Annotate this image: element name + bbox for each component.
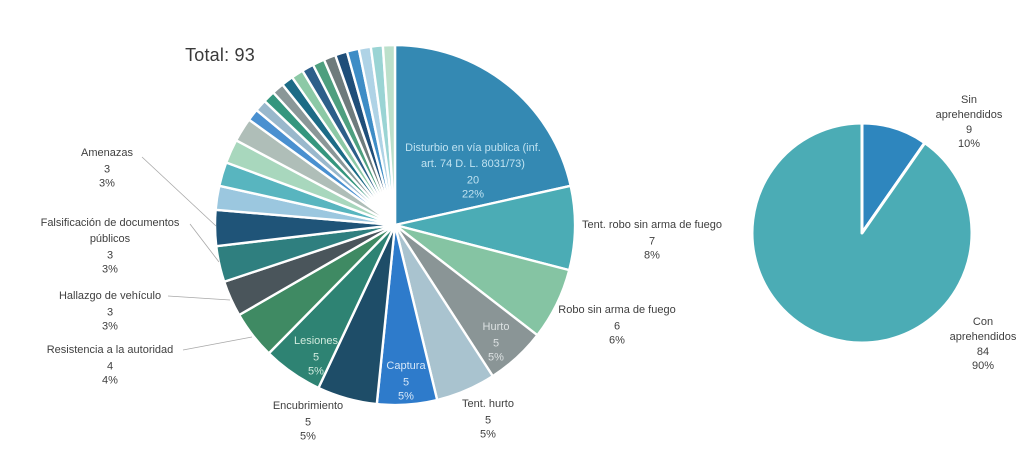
- slice-label-line: Robo sin arma de fuego: [558, 304, 675, 316]
- slice-label-amenazas: Amenazas 3 3%: [81, 147, 133, 190]
- slice-label-line: 6%: [609, 334, 625, 346]
- slice-label-line: 84: [977, 346, 989, 358]
- slice-label-line: 8%: [644, 249, 660, 261]
- slice-label-line: Disturbio en vía publica (inf.: [405, 142, 541, 154]
- slice-label-line: 4: [107, 360, 113, 372]
- slice-label-line: 5: [403, 376, 409, 388]
- slice-label-line: 5: [485, 414, 491, 426]
- slice-label-line: Hurto: [483, 321, 510, 333]
- slice-label-line: 4%: [102, 374, 118, 386]
- slice-label-line: Resistencia a la autoridad: [47, 344, 174, 356]
- slice-label-line: Falsificación de documentos: [41, 217, 180, 229]
- slice-label-line: 5: [305, 416, 311, 428]
- slice-label-resistencia-a-la-autoridad: Resistencia a la autoridad 4 4%: [47, 344, 174, 387]
- slice-label-line: Lesiones: [294, 335, 339, 347]
- slice-label-line: Tent. robo sin arma de fuego: [582, 219, 722, 231]
- slice-label-line: Con: [973, 316, 993, 328]
- slice-label-line: 5%: [300, 430, 316, 442]
- slice-label-line: Amenazas: [81, 147, 133, 159]
- slice-label-line: 5%: [480, 428, 496, 440]
- slice-label-line: públicos: [90, 233, 131, 245]
- slice-label-line: 5: [493, 337, 499, 349]
- slice-label-robo-sin-arma-de-fuego: Robo sin arma de fuego 6 6%: [558, 304, 675, 347]
- slice-label-sin-aprehendidos: Sin aprehendidos 9 10%: [936, 94, 1003, 150]
- slice-label-line: 10%: [958, 138, 980, 150]
- slice-label-line: 5%: [488, 351, 504, 363]
- slice-label-hurto: Hurto 5 5%: [483, 321, 510, 364]
- slice-label-line: 20: [467, 174, 479, 186]
- slice-label-line: aprehendidos: [950, 331, 1017, 343]
- slice-label-line: 5: [313, 351, 319, 363]
- slice-label-line: art. 74 D. L. 8031/73): [421, 158, 525, 170]
- slice-label-line: 3: [107, 306, 113, 318]
- slice-label-con-aprehendidos: Con aprehendidos 84 90%: [950, 316, 1017, 372]
- slice-label-line: 7: [649, 235, 655, 247]
- slice-label-line: 5%: [308, 365, 324, 377]
- leader-line-falsificaci-n-de-documentos-p-blicos: [189, 223, 220, 263]
- slice-label-line: Tent. hurto: [462, 398, 514, 410]
- slice-label-line: 90%: [972, 360, 994, 372]
- slice-label-tent-robo-sin-arma-de-fuego: Tent. robo sin arma de fuego 7 8%: [582, 219, 722, 262]
- slice-label-lesiones: Lesiones 5 5%: [294, 335, 339, 378]
- slice-label-line: 3: [107, 249, 113, 261]
- slice-label-line: Sin: [961, 94, 977, 106]
- leader-line-hallazgo-de-veh-culo: [167, 295, 231, 301]
- slice-label-hallazgo-de-veh-culo: Hallazgo de vehículo 3 3%: [59, 290, 161, 333]
- slice-label-line: 6: [614, 320, 620, 332]
- left-pie-total-title: Total: 93: [185, 45, 255, 65]
- slice-label-falsificaci-n-de-documentos-p-blicos: Falsificación de documentos públicos 3 3%: [41, 217, 180, 276]
- slice-label-line: 3%: [99, 177, 115, 189]
- slice-label-line: 9: [966, 124, 972, 136]
- slice-label-disturbio-en-v-a-publica-inf-art-74-d-l-8031-73: Disturbio en vía publica (inf. art. 74 D.…: [405, 142, 541, 201]
- slice-label-line: 3%: [102, 320, 118, 332]
- slice-label-line: Hallazgo de vehículo: [59, 290, 161, 302]
- slice-label-line: Captura: [386, 360, 426, 372]
- slice-label-line: 3%: [102, 263, 118, 275]
- slice-label-tent-hurto: Tent. hurto 5 5%: [462, 398, 514, 441]
- slice-label-captura: Captura 5 5%: [386, 360, 426, 403]
- pie-0-slice-small-29: [381, 43, 397, 227]
- slice-label-line: aprehendidos: [936, 109, 1003, 121]
- slice-label-encubrimiento: Encubrimiento 5 5%: [273, 400, 343, 443]
- leader-line-amenazas: [141, 156, 217, 227]
- leader-line-resistencia-a-la-autoridad: [182, 336, 253, 351]
- slice-label-line: 5%: [398, 390, 414, 402]
- slice-label-line: 22%: [462, 188, 484, 200]
- pie-1-slice-con-aprehendidos: [750, 121, 974, 345]
- slice-label-line: 3: [104, 163, 110, 175]
- pie-0-slice-disturbio-en-v-a-publica-inf-art-74-d-l-8031-73: [393, 43, 572, 227]
- slice-label-line: Encubrimiento: [273, 400, 343, 412]
